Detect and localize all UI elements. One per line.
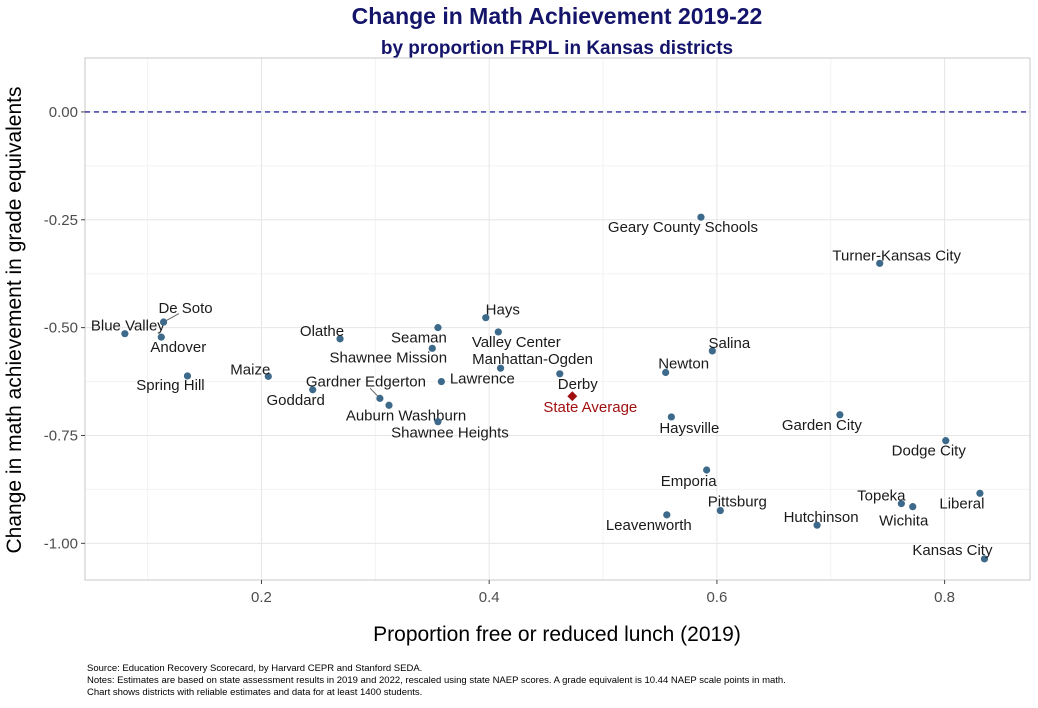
point-valley-center <box>494 328 502 336</box>
y-axis-label: Change in math achievement in grade equi… <box>3 87 26 554</box>
x-tick-label: 0.8 <box>934 589 955 606</box>
point-emporia <box>703 466 711 474</box>
label-spring-hill: Spring Hill <box>136 377 204 394</box>
label-manhattan-ogden: Manhattan-Ogden <box>472 351 593 368</box>
label-haysville: Haysville <box>659 420 719 437</box>
label-pittsburg: Pittsburg <box>708 494 767 511</box>
point-seaman <box>434 324 442 332</box>
label-derby: Derby <box>558 376 599 393</box>
plot-panel <box>84 57 1031 581</box>
label-geary-county-schools: Geary County Schools <box>608 219 758 236</box>
label-lawrence: Lawrence <box>450 371 515 388</box>
label-hutchinson: Hutchinson <box>784 509 859 526</box>
point-geary-county-schools <box>697 213 705 221</box>
footer-notes: Notes: Estimates are based on state asse… <box>87 675 786 686</box>
point-leavenworth <box>663 511 671 519</box>
point-auburn-washburn <box>385 401 393 409</box>
label-wichita: Wichita <box>879 513 929 530</box>
label-turner-kansas-city: Turner-Kansas City <box>832 247 961 264</box>
label-maize: Maize <box>230 361 270 378</box>
label-seaman: Seaman <box>391 330 447 347</box>
point-maize <box>264 372 272 380</box>
label-state-average: State Average <box>543 399 637 416</box>
chart-subtitle: by proportion FRPL in Kansas districts <box>381 38 733 59</box>
footer-source: Source: Education Recovery Scorecard, by… <box>87 663 422 674</box>
point-haysville <box>667 413 675 421</box>
point-shawnee-mission <box>428 344 436 352</box>
point-newton <box>662 368 670 377</box>
point-lawrence <box>437 377 445 386</box>
point-olathe <box>336 335 344 343</box>
label-de-soto: De Soto <box>158 300 212 317</box>
point-salina <box>708 347 716 355</box>
label-andover: Andover <box>150 339 206 356</box>
label-newton: Newton <box>658 355 709 372</box>
label-hays: Hays <box>486 302 520 319</box>
point-gardner-edgerton <box>376 394 384 402</box>
label-goddard: Goddard <box>267 392 325 409</box>
point-blue-valley <box>121 330 129 338</box>
point-goddard <box>309 386 317 394</box>
point-state-average <box>567 391 578 402</box>
x-tick-label: 0.2 <box>251 589 272 606</box>
point-turner-kansas-city <box>876 259 884 267</box>
y-tick-label: -0.75 <box>44 427 78 444</box>
point-kansas-city <box>980 555 989 563</box>
point-topeka <box>897 500 905 508</box>
point-andover <box>157 333 165 341</box>
point-hutchinson <box>813 521 821 529</box>
y-tick-label: -0.25 <box>44 212 78 229</box>
label-dodge-city: Dodge City <box>892 443 967 460</box>
point-hays <box>482 314 490 322</box>
label-topeka: Topeka <box>857 488 906 505</box>
label-blue-valley: Blue Valley <box>91 318 165 335</box>
x-tick-label: 0.6 <box>706 589 727 606</box>
point-pittsburg <box>716 506 724 515</box>
point-liberal <box>976 489 984 497</box>
y-tick-label: -0.50 <box>44 320 78 337</box>
label-shawnee-heights: Shawnee Heights <box>391 425 509 442</box>
point-dodge-city <box>942 437 950 445</box>
point-garden-city <box>836 411 844 419</box>
label-kansas-city: Kansas City <box>912 542 993 559</box>
label-auburn-washburn: Auburn Washburn <box>346 407 466 424</box>
label-valley-center: Valley Center <box>472 334 561 351</box>
label-olathe: Olathe <box>300 323 344 340</box>
label-leavenworth: Leavenworth <box>606 517 692 534</box>
x-tick-label: 0.4 <box>479 589 500 606</box>
label-gardner-edgerton: Gardner Edgerton <box>306 373 426 390</box>
label-emporia: Emporia <box>661 473 718 490</box>
y-tick-label: -1.00 <box>44 535 78 552</box>
label-shawnee-mission: Shawnee Mission <box>329 349 447 366</box>
label-salina: Salina <box>708 335 750 352</box>
point-derby <box>556 370 564 378</box>
point-manhattan-ogden <box>496 364 505 372</box>
point-shawnee-heights <box>434 418 442 426</box>
footer-coverage: Chart shows districts with reliable esti… <box>87 687 422 698</box>
y-tick-label: 0.00 <box>49 104 78 121</box>
axis-ticks: 0.2 0.4 0.6 0.8 0.00 -0.25 -0.50 -0.75 -1.00 <box>44 104 955 606</box>
point-wichita <box>909 503 917 511</box>
point-de-soto <box>159 318 168 326</box>
label-liberal: Liberal <box>939 495 984 512</box>
label-garden-city: Garden City <box>782 417 863 434</box>
point-spring-hill <box>183 372 192 380</box>
chart-title: Change in Math Achievement 2019-22 <box>352 3 763 29</box>
x-axis-label: Proportion free or reduced lunch (2019) <box>373 623 741 646</box>
